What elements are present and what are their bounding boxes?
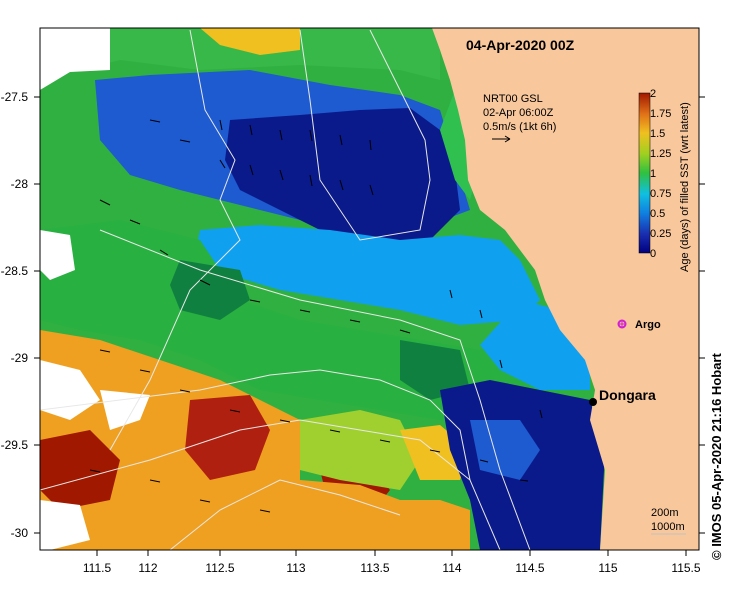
plot-frame <box>39 27 700 551</box>
colorbar-label: Age (days) of filled SST (wrt latest) <box>679 102 691 272</box>
colorbar-tick: 0 <box>650 248 656 260</box>
contour-label-1000m: 1000m <box>651 521 685 533</box>
contour-label-200m: 200m <box>651 507 679 519</box>
current-time-label: 02-Apr 06:00Z <box>483 107 554 119</box>
x-tick-label: 115 <box>598 561 617 575</box>
town-label: Dongara <box>599 387 656 403</box>
y-tick-label: -27.5 <box>1 90 29 104</box>
x-tick-label: 114.5 <box>515 561 544 575</box>
x-tick-label: 114 <box>442 561 461 575</box>
current-source-label: NRT00 GSL <box>483 93 543 105</box>
colorbar-tick: 0.75 <box>650 188 671 200</box>
y-tick-label: -29.5 <box>1 438 29 452</box>
colorbar-tick: 1 <box>650 168 656 180</box>
y-tick-label: -28 <box>11 177 29 191</box>
colorbar <box>638 92 651 254</box>
argo-label: Argo <box>635 319 661 331</box>
y-axis <box>34 96 705 534</box>
x-tick-label: 111.5 <box>83 561 112 575</box>
x-tick-label: 113 <box>286 561 305 575</box>
argo-marker <box>617 319 627 329</box>
y-tick-label: -30 <box>11 526 29 540</box>
colorbar-tick: 1.25 <box>650 148 671 160</box>
sst-field <box>40 28 699 550</box>
map-title: 04-Apr-2020 00Z <box>466 37 575 53</box>
colorbar-tick: 2 <box>650 88 656 100</box>
x-tick-label: 115.5 <box>671 561 700 575</box>
colorbar-tick: 1.75 <box>650 108 671 120</box>
x-tick-label: 112 <box>138 561 157 575</box>
x-tick-label: 113.5 <box>360 561 389 575</box>
town-marker <box>589 398 597 406</box>
y-tick-label: -28.5 <box>1 264 29 278</box>
current-scale-label: 0.5m/s (1kt 6h) <box>483 121 556 133</box>
colorbar-tick: 0.25 <box>650 228 671 240</box>
credit-text: © IMOS 05-Apr-2020 21:16 Hobart <box>709 353 724 560</box>
x-tick-label: 112.5 <box>205 561 234 575</box>
x-axis <box>96 550 687 556</box>
colorbar-tick: 0.5 <box>650 208 665 220</box>
colorbar-tick: 1.5 <box>650 128 665 140</box>
y-tick-label: -29 <box>11 351 29 365</box>
